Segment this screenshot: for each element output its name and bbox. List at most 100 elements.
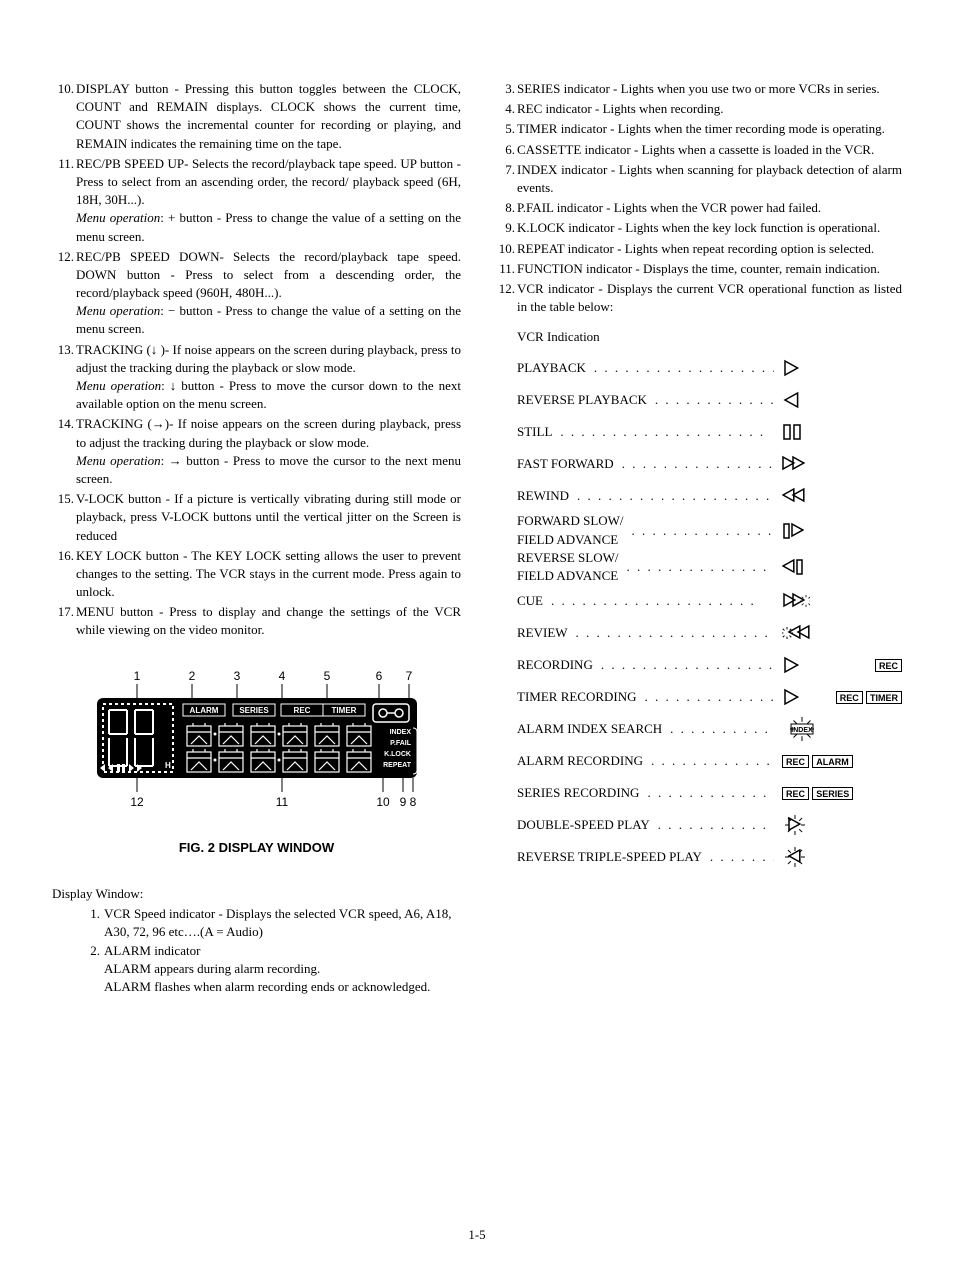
vcr-row-label: FAST FORWARD xyxy=(517,455,614,473)
svg-text:TIMER: TIMER xyxy=(331,706,356,715)
list-item: 17.MENU button - Press to display and ch… xyxy=(76,603,461,639)
vcr-row: ALARM INDEX SEARCH. . . . . . . . . . . … xyxy=(517,713,902,745)
vcr-row-icon xyxy=(782,455,902,473)
left-list: 10.DISPLAY button - Pressing this button… xyxy=(52,80,461,640)
list-number: 17. xyxy=(52,603,74,621)
list-number: 16. xyxy=(52,547,74,565)
leader-dots: . . . . . . . . . . . . . . . . . . . . xyxy=(560,423,774,441)
vcr-row: REVERSE TRIPLE-SPEED PLAY. . . . . . . .… xyxy=(517,841,902,873)
display-window-label: Display Window: xyxy=(52,885,461,903)
vcr-row-icon xyxy=(782,623,902,643)
vcr-row: ALARM RECORDING. . . . . . . . . . . . .… xyxy=(517,745,902,777)
vcr-row-label: TIMER RECORDING xyxy=(517,688,637,706)
leader-dots: . . . . . . . . . . . . . . . . . . . . xyxy=(601,656,774,674)
list-item: 7.INDEX indicator - Lights when scanning… xyxy=(517,161,902,197)
figure-caption: FIG. 2 DISPLAY WINDOW xyxy=(52,839,461,857)
display-window-figure: 1234567 H ALARMSERIESRECTIMER xyxy=(52,668,461,857)
svg-text:7: 7 xyxy=(405,669,412,683)
svg-text:8: 8 xyxy=(409,795,416,809)
leader-dots: . . . . . . . . . . . . . . . . . . . . xyxy=(594,359,774,377)
leader-dots: . . . . . . . . . . . . . . . . . . . . xyxy=(647,784,774,802)
svg-text:ALARM: ALARM xyxy=(189,706,218,715)
vcr-row: STILL . . . . . . . . . . . . . . . . . .… xyxy=(517,416,902,448)
list-item: 5.TIMER indicator - Lights when the time… xyxy=(517,120,902,138)
vcr-row: DOUBLE-SPEED PLAY . . . . . . . . . . . .… xyxy=(517,809,902,841)
vcr-row: REVERSE PLAYBACK . . . . . . . . . . . . … xyxy=(517,384,902,416)
list-number: 6. xyxy=(493,141,515,159)
vcr-row-label: CUE xyxy=(517,592,543,610)
vcr-row-label: REWIND xyxy=(517,487,569,505)
vcr-row: RECORDING. . . . . . . . . . . . . . . .… xyxy=(517,649,902,681)
vcr-row: FORWARD SLOW/FIELD ADVANCE . . . . . . . … xyxy=(517,512,902,548)
list-number: 15. xyxy=(52,490,74,508)
leader-dots: . . . . . . . . . . . . . . . . . . . . xyxy=(651,752,774,770)
menu-op-label: Menu operation xyxy=(76,303,160,318)
list-item: 13.TRACKING (↓ )- If noise appears on th… xyxy=(76,341,461,414)
menu-op-text: Menu operation: → button - Press to move… xyxy=(76,453,461,486)
vcr-row: PLAYBACK. . . . . . . . . . . . . . . . … xyxy=(517,352,902,384)
list-number: 8. xyxy=(493,199,515,217)
list-number: 5. xyxy=(493,120,515,138)
list-number: 13. xyxy=(52,341,74,359)
list-number: 11. xyxy=(493,260,515,278)
vcr-row-label: DOUBLE-SPEED PLAY xyxy=(517,816,650,834)
badge: TIMER xyxy=(866,691,902,704)
vcr-row-icon xyxy=(782,423,902,441)
list-item: 12.REC/PB SPEED DOWN- Selects the record… xyxy=(76,248,461,339)
svg-text:K.LOCK: K.LOCK xyxy=(384,751,411,758)
badge: ALARM xyxy=(812,755,853,768)
vcr-row: REVERSE SLOW/FIELD ADVANCE. . . . . . . … xyxy=(517,549,902,585)
vcr-row: TIMER RECORDING. . . . . . . . . . . . .… xyxy=(517,681,902,713)
vcr-row-icon: REC SERIES xyxy=(782,784,902,802)
badge: REC xyxy=(782,755,809,768)
leader-dots: . . . . . . . . . . . . . . . . . . . . xyxy=(632,522,774,540)
svg-text:REC: REC xyxy=(293,706,310,715)
svg-text:10: 10 xyxy=(376,795,390,809)
list-item: 8.P.FAIL indicator - Lights when the VCR… xyxy=(517,199,902,217)
list-item: 16.KEY LOCK button - The KEY LOCK settin… xyxy=(76,547,461,602)
list-item: 3.SERIES indicator - Lights when you use… xyxy=(517,80,902,98)
svg-text:H: H xyxy=(165,761,171,770)
leader-dots: . . . . . . . . . . . . . . . . . . . . xyxy=(576,624,774,642)
menu-op-label: Menu operation xyxy=(76,378,161,393)
vcr-row-icon xyxy=(782,814,902,836)
vcr-row-label: STILL xyxy=(517,423,552,441)
list-item: 6.CASSETTE indicator - Lights when a cas… xyxy=(517,141,902,159)
list-number: 12. xyxy=(493,280,515,298)
leader-dots: . . . . . . . . . . . . . . . . . . . . xyxy=(577,487,774,505)
svg-text:6: 6 xyxy=(375,669,382,683)
vcr-row-label: FORWARD SLOW/FIELD ADVANCE xyxy=(517,512,624,548)
svg-text:INDEX: INDEX xyxy=(791,727,813,734)
vcr-row-icon xyxy=(782,846,902,868)
badge: SERIES xyxy=(812,787,853,800)
vcr-row: REWIND . . . . . . . . . . . . . . . . . … xyxy=(517,480,902,512)
list-item: 12.VCR indicator - Displays the current … xyxy=(517,280,902,316)
menu-op-text: Menu operation: ↓ button - Press to move… xyxy=(76,378,461,411)
vcr-row-icon: REC xyxy=(782,656,902,674)
svg-text:4: 4 xyxy=(278,669,285,683)
sub-list-item: 2.ALARM indicatorALARM appears during al… xyxy=(104,942,461,997)
list-number: 10. xyxy=(493,240,515,258)
vcr-indication-table: PLAYBACK. . . . . . . . . . . . . . . . … xyxy=(493,352,902,873)
svg-text:P.FAIL: P.FAIL xyxy=(390,740,412,747)
badge: REC xyxy=(875,659,902,672)
list-item: 9.K.LOCK indicator - Lights when the key… xyxy=(517,219,902,237)
vcr-row-icon xyxy=(782,391,902,409)
svg-text:12: 12 xyxy=(130,795,144,809)
svg-text:3: 3 xyxy=(233,669,240,683)
vcr-row-icon: REC ALARM xyxy=(782,752,902,770)
list-number: 3. xyxy=(493,80,515,98)
right-column: 3.SERIES indicator - Lights when you use… xyxy=(493,80,902,996)
leader-dots: . . . . . . . . . . . . . . . . . . . . xyxy=(670,720,774,738)
vcr-row-label: REVERSE SLOW/FIELD ADVANCE xyxy=(517,549,618,585)
vcr-row: CUE. . . . . . . . . . . . . . . . . . .… xyxy=(517,585,902,617)
leader-dots: . . . . . . . . . . . . . . . . . . . . xyxy=(655,391,774,409)
list-number: 4. xyxy=(493,100,515,118)
vcr-row-icon: REC TIMER xyxy=(782,688,902,706)
menu-op-text: Menu operation: + button - Press to chan… xyxy=(76,210,461,243)
leader-dots: . . . . . . . . . . . . . . . . . . . . xyxy=(658,816,774,834)
left-column: 10.DISPLAY button - Pressing this button… xyxy=(52,80,461,996)
list-number: 14. xyxy=(52,415,74,433)
vcr-row-label: REVERSE PLAYBACK xyxy=(517,391,647,409)
sub-list-item: 1.VCR Speed indicator - Displays the sel… xyxy=(104,905,461,941)
